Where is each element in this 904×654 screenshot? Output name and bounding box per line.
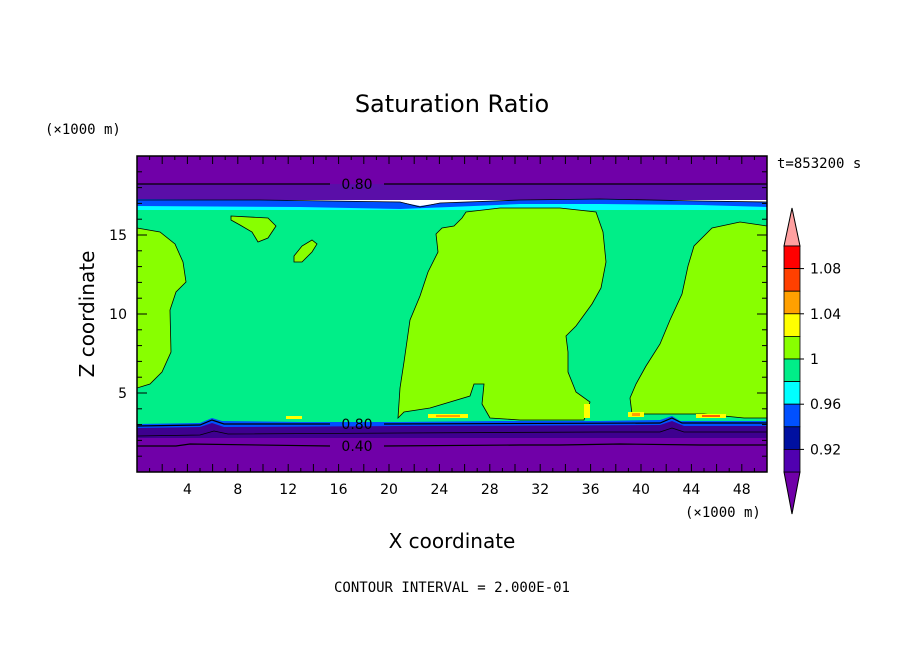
colorbar-top-arrow: [783, 207, 801, 247]
time-label: t=853200 s: [777, 156, 861, 172]
x-tick-label: 28: [481, 482, 499, 498]
colorbar-label: 1: [810, 352, 819, 368]
x-unit-label: (×1000 m): [685, 505, 761, 521]
y-axis-label: Z coordinate: [75, 251, 99, 378]
lime-region-blob-1: [230, 215, 277, 243]
x-axis-label: X coordinate: [389, 529, 516, 553]
x-tick-label: 4: [183, 482, 192, 498]
colorbar-bottom-arrow: [783, 471, 801, 515]
colorbar-segment: [783, 448, 801, 473]
contour-interval-footer: CONTOUR INTERVAL = 2.000E-01: [334, 580, 570, 596]
plot-area: 0.80 0.80 0.40: [137, 156, 767, 472]
colorbar-label: 0.96: [810, 397, 841, 413]
contour-label-upper: 0.80: [341, 177, 372, 193]
colorbar: 1.08 1.04 1 0.96 0.92: [783, 207, 841, 515]
x-tick-label: 36: [582, 482, 600, 498]
colorbar-segment: [783, 245, 801, 270]
orange-spot-3: [702, 415, 720, 417]
y-tick-label: 15: [109, 228, 127, 244]
colorbar-segment: [783, 313, 801, 337]
contour-line-lower-1: [137, 417, 767, 427]
lime-region-left: [137, 227, 187, 389]
x-tick-label: 20: [380, 482, 398, 498]
colorbar-label: 0.92: [810, 442, 841, 458]
x-tick-label: 32: [531, 482, 549, 498]
colorbar-segment: [783, 358, 801, 383]
orange-spot-2: [632, 413, 640, 416]
x-tick-label: 48: [733, 482, 751, 498]
colorbar-segment: [783, 403, 801, 428]
x-tick-label: 40: [632, 482, 650, 498]
y-unit-label: (×1000 m): [45, 122, 121, 138]
colorbar-segment: [783, 426, 801, 450]
colorbar-label: 1.08: [810, 262, 841, 278]
yellow-spot-5: [286, 416, 302, 419]
y-tick-label: 10: [109, 307, 127, 323]
x-tick-label: 44: [682, 482, 700, 498]
band-upper-dark: [137, 184, 767, 200]
contour-label-lower-1: 0.80: [341, 417, 372, 433]
contour-line-lower-3: [137, 443, 767, 447]
lime-region-center: [397, 207, 607, 421]
colorbar-label: 1.04: [810, 307, 841, 323]
orange-spot-1: [436, 415, 460, 417]
lime-region-blob-2: [293, 239, 318, 263]
contour-line-lower-2: [137, 427, 767, 437]
x-tick-label: 24: [430, 482, 448, 498]
x-tick-label: 8: [233, 482, 242, 498]
x-tick-label: 12: [279, 482, 297, 498]
colorbar-segment: [783, 290, 801, 315]
colorbar-segment: [783, 268, 801, 292]
x-tick-label: 16: [330, 482, 348, 498]
chart-title: Saturation Ratio: [355, 90, 549, 118]
contour-line-upper-2: [137, 198, 767, 208]
contour-label-lower-2: 0.40: [341, 439, 372, 455]
band-lower-purple: [137, 438, 767, 472]
band-lower-dark: [137, 421, 767, 440]
band-top-purple: [137, 156, 767, 186]
colorbar-segment: [783, 335, 801, 360]
yellow-spot-4: [584, 404, 590, 418]
colorbar-segment: [783, 381, 801, 405]
y-tick-label: 5: [118, 386, 127, 402]
